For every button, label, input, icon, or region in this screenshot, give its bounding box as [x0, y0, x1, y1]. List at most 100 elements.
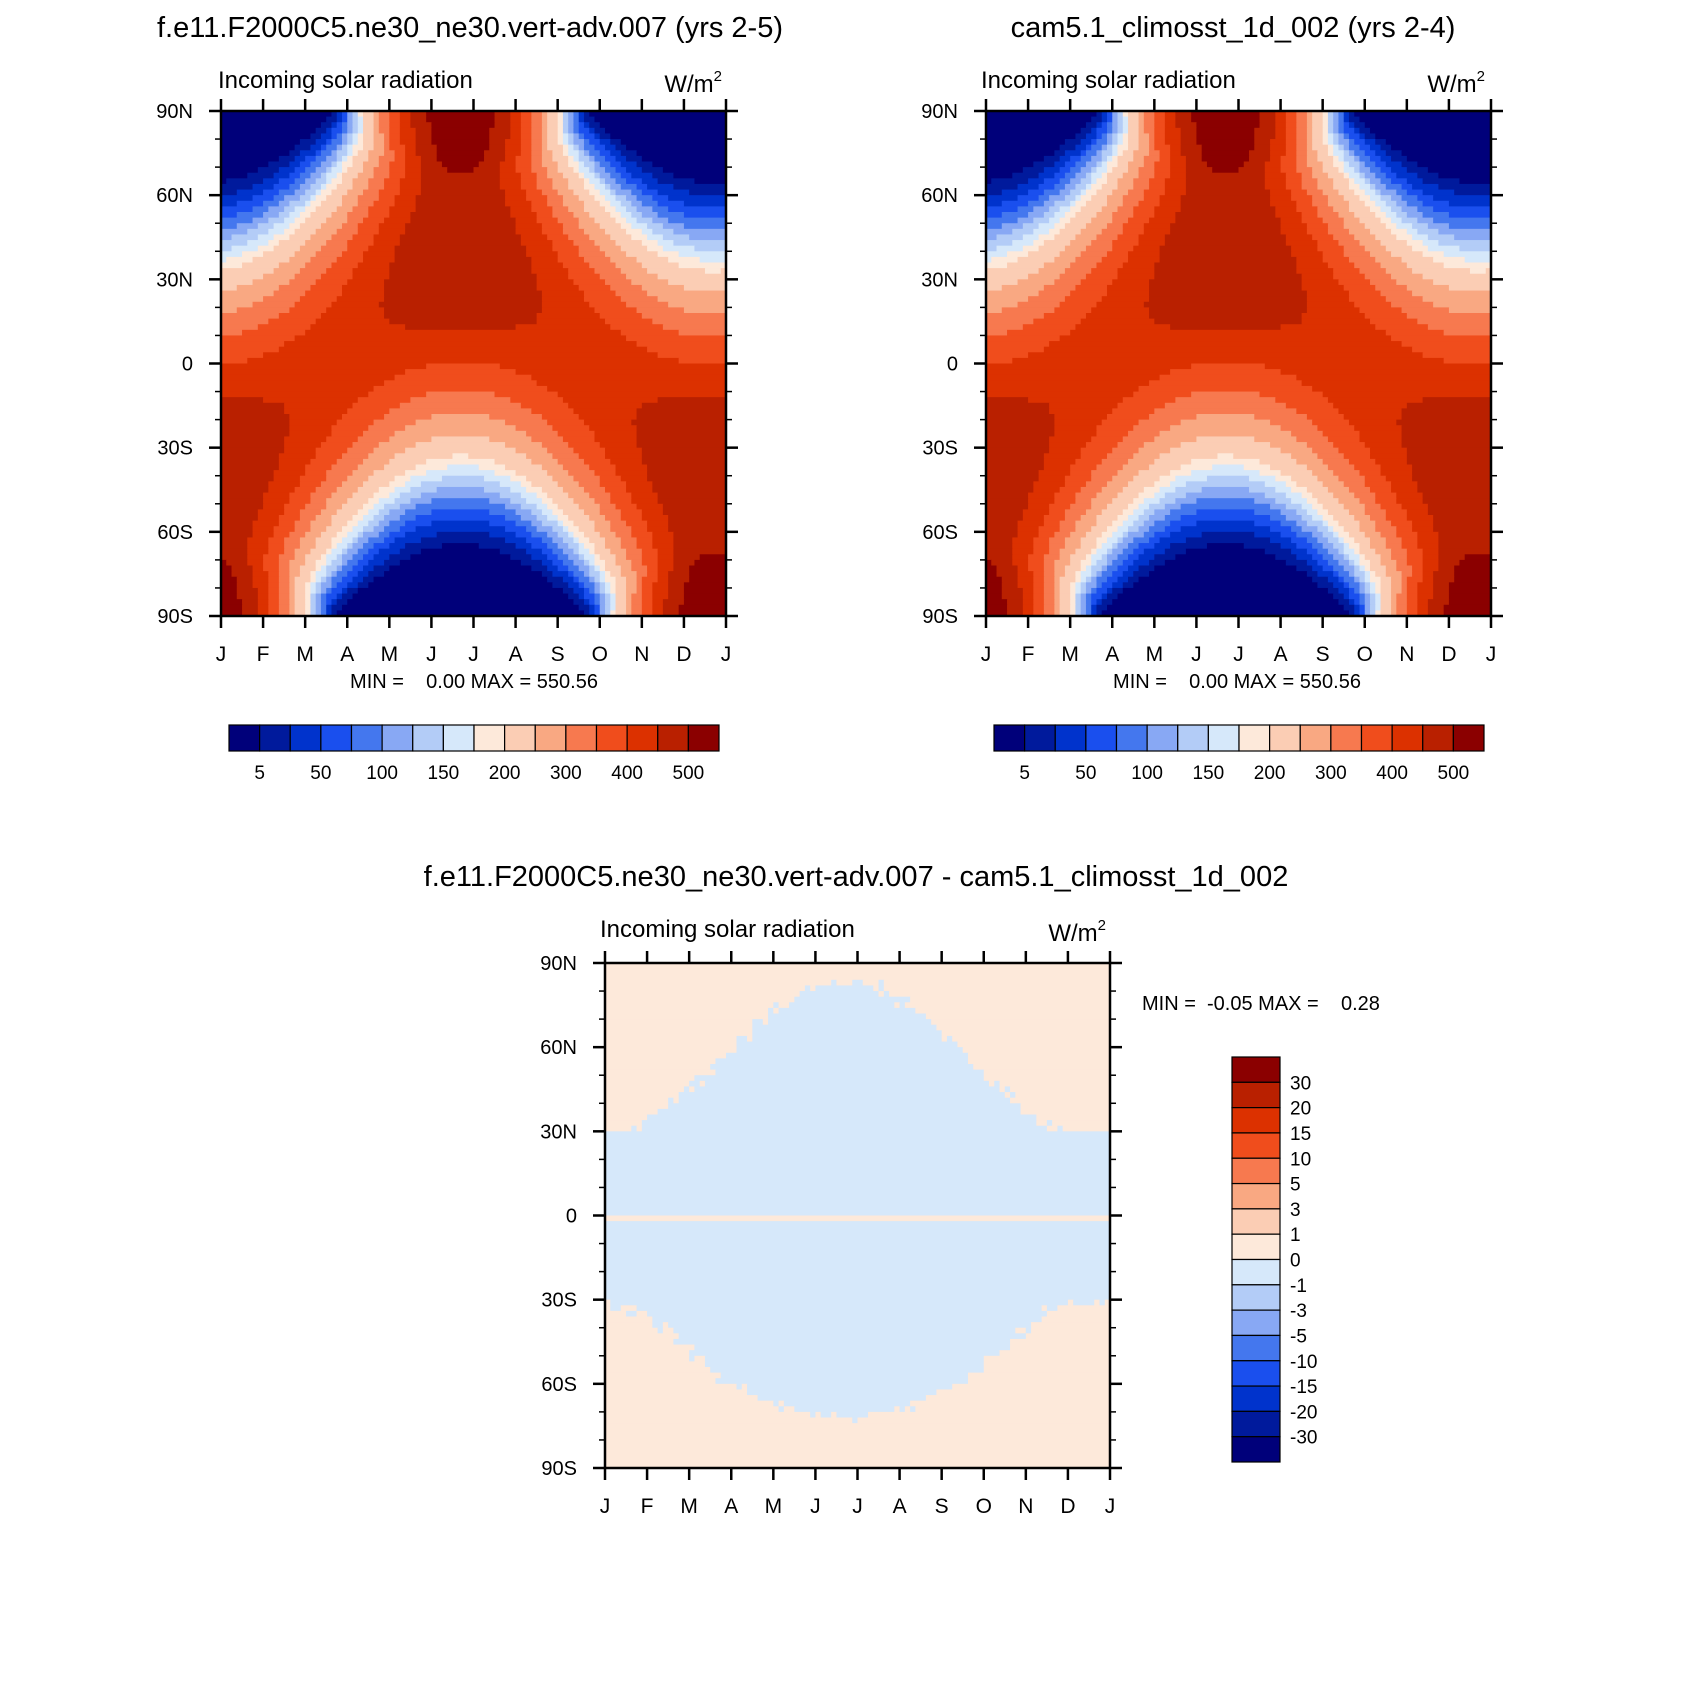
contour-cell — [1317, 537, 1329, 544]
contour-cell — [1254, 531, 1282, 539]
contour-cell — [1180, 195, 1271, 202]
contour-cell — [1057, 1125, 1064, 1132]
contour-cell — [305, 155, 317, 163]
contour-cell — [1117, 470, 1140, 477]
contour-cell — [1001, 576, 1019, 583]
contour-cell — [1396, 172, 1418, 179]
contour-cell — [715, 1058, 969, 1065]
contour-cell — [1343, 155, 1355, 163]
contour-cell — [520, 503, 538, 510]
contour-cell — [1338, 212, 1355, 219]
contour-cell — [605, 1204, 1111, 1211]
contour-cell — [610, 1305, 622, 1312]
contour-cell — [478, 464, 506, 471]
contour-cell — [1122, 436, 1155, 443]
contour-cell — [1049, 509, 1066, 516]
contour-cell — [320, 183, 327, 191]
contour-cell — [578, 133, 585, 140]
contour-cell — [1133, 178, 1150, 185]
contour-cell — [1348, 582, 1361, 589]
contour-cell — [221, 593, 238, 600]
contour-cell — [1138, 576, 1313, 583]
contour-cell — [594, 172, 601, 179]
contour-cell — [583, 531, 601, 539]
contour-cell — [336, 531, 348, 539]
contour-cell — [257, 599, 269, 606]
contour-cell — [1049, 436, 1092, 443]
contour-cell — [1180, 206, 1276, 213]
contour-cell — [605, 1148, 1111, 1155]
contour-cell — [641, 447, 727, 454]
contour-cell — [605, 996, 795, 1003]
contour-cell — [1448, 582, 1492, 589]
colorbar-box — [1231, 1157, 1281, 1185]
contour-cell — [1406, 402, 1492, 409]
contour-cell — [904, 1002, 1111, 1009]
contour-cell — [986, 290, 1040, 297]
contour-cell — [1327, 537, 1340, 544]
contour-cell — [631, 200, 643, 207]
contour-cell — [1433, 520, 1492, 527]
contour-cell — [1291, 486, 1308, 494]
contour-cell — [1380, 195, 1392, 202]
contour-cell — [626, 167, 643, 174]
contour-cell — [986, 363, 1192, 370]
contour-cell — [715, 1378, 969, 1385]
contour-cell — [1312, 470, 1334, 477]
contour-cell — [1375, 610, 1382, 617]
contour-cell — [405, 481, 422, 488]
contour-cell — [636, 307, 685, 314]
contour-cell — [1375, 212, 1387, 219]
contour-cell — [641, 576, 659, 583]
contour-cell — [589, 167, 596, 174]
contour-cell — [499, 172, 522, 179]
contour-cell — [573, 189, 590, 196]
contour-cell — [986, 116, 1092, 123]
contour-cell — [378, 195, 396, 202]
contour-cell — [399, 183, 422, 191]
contour-cell — [352, 470, 375, 477]
contour-cell — [1364, 223, 1387, 230]
contour-cell — [1448, 593, 1492, 600]
contour-cell — [1406, 453, 1492, 460]
contour-cell — [1396, 279, 1434, 286]
contour-cell — [583, 139, 590, 146]
contour-cell — [1354, 212, 1376, 219]
contour-cell — [636, 436, 727, 443]
contour-cell — [1296, 150, 1308, 157]
contour-cell — [1180, 503, 1271, 510]
contour-cell — [668, 1097, 674, 1104]
contour-cell — [773, 1002, 780, 1009]
contour-cell — [636, 1310, 648, 1318]
colorbar-label: 0 — [1290, 1251, 1301, 1272]
contour-cell — [699, 554, 727, 561]
contour-cell — [1433, 593, 1450, 600]
colorbar-box — [1452, 724, 1485, 752]
contour-cell — [1401, 150, 1492, 157]
contour-cell — [368, 537, 385, 544]
contour-cell — [236, 189, 264, 196]
contour-cell — [683, 223, 727, 230]
contour-cell — [615, 593, 627, 600]
contour-cell — [1112, 240, 1140, 247]
contour-cell — [1164, 492, 1187, 499]
contour-cell — [1085, 565, 1092, 572]
contour-cell — [505, 189, 527, 196]
contour-cell — [1080, 565, 1087, 572]
contour-cell — [1085, 587, 1092, 595]
contour-cell — [1080, 582, 1087, 589]
contour-cell — [1117, 111, 1124, 118]
contour-cell — [284, 442, 322, 449]
contour-cell — [999, 1350, 1111, 1357]
contour-cell — [536, 279, 575, 286]
contour-cell — [341, 503, 364, 510]
contour-cell — [668, 195, 727, 202]
contour-cell — [1359, 161, 1366, 168]
contour-cell — [1059, 582, 1071, 589]
contour-cell — [310, 610, 317, 617]
contour-cell — [499, 178, 522, 185]
contour-cell — [236, 284, 280, 292]
contour-cell — [1364, 139, 1376, 146]
contour-cell — [389, 520, 406, 527]
contour-cell — [1375, 604, 1382, 611]
